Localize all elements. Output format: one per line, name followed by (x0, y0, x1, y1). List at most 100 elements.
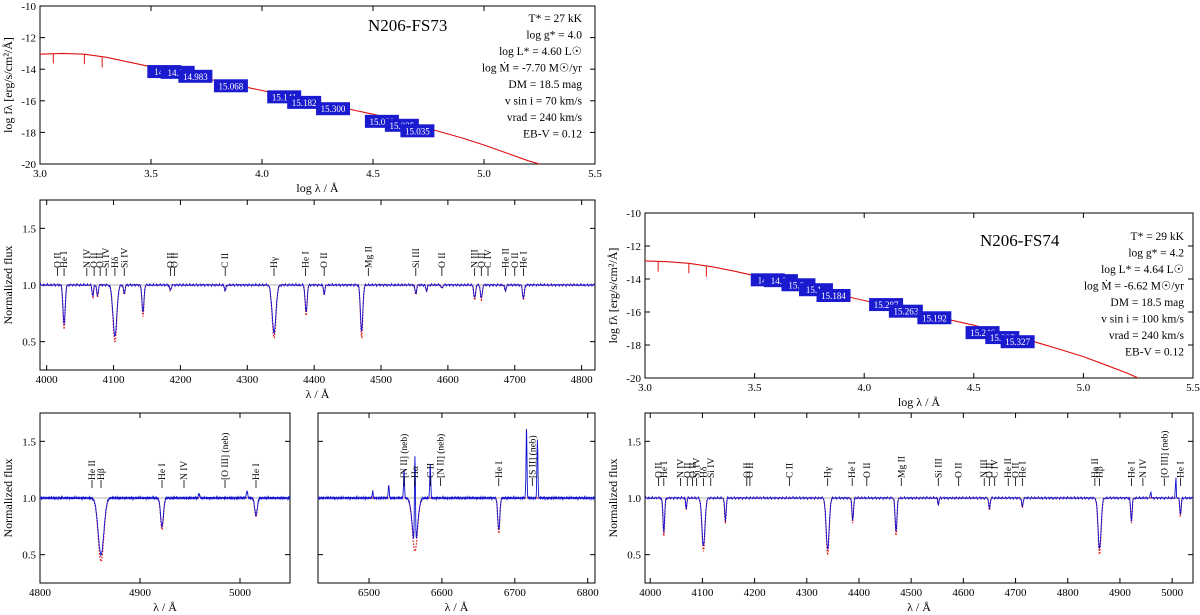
y-tick-label: -18 (21, 127, 36, 139)
line-id-label: [N II] (neb) (435, 434, 446, 478)
x-tick-label: 4900 (129, 587, 152, 599)
line-id-label: He II (88, 460, 98, 480)
photometry-marks: 14.9..14.9..15.0..15.1..15.18415.28715.2… (750, 273, 1035, 349)
y-tick-label: -20 (21, 159, 36, 171)
photometry-box (917, 311, 952, 325)
stellar-parameter: DM = 18.5 mag (508, 79, 582, 91)
x-axis-label: λ / Å (445, 600, 469, 614)
line-id-label: O II (955, 462, 965, 478)
y-axis-label: Normalized flux (1, 459, 15, 538)
line-id-label: He I (660, 461, 670, 478)
line-id-label: [O III] (neb) (1159, 431, 1170, 478)
line-id-label: O II (688, 462, 698, 478)
photometry-mag-label: 15.300 (321, 104, 346, 114)
x-tick-label: 3.0 (33, 168, 47, 180)
line-id-label: Si IV (707, 458, 717, 478)
x-tick-label: 4300 (796, 587, 819, 599)
x-tick-label: 5.0 (477, 168, 491, 180)
photometry-box (888, 304, 923, 318)
photometry-mag-label: 15.263 (893, 307, 918, 317)
x-tick-label: 4800 (571, 374, 594, 386)
photometry-box (178, 69, 213, 83)
photometry-mag-label: 15.1.. (806, 285, 826, 295)
star-name-title: N206-FS74 (980, 231, 1060, 250)
line-id-label: C IV (484, 249, 494, 268)
x-tick-label: 4200 (169, 374, 192, 386)
y-tick-label: -16 (21, 96, 36, 108)
line-id-label: O II (985, 462, 995, 478)
y-tick-label: 0.5 (22, 337, 36, 349)
stellar-parameter: v sin i = 70 km/s (505, 96, 583, 108)
sed-panel-fs73: 3.0 3.5 4.0 4.5 5.0 5.5 -10 -12 -14 -16 -18 -20 log … (1, 1, 602, 195)
x-tick-label: 5.0 (1077, 382, 1091, 394)
y-tick-label: -12 (21, 33, 36, 45)
photometry-mag-label: 15.055 (370, 117, 395, 127)
photometry-box (400, 124, 435, 138)
line-id-label: Si III (412, 248, 422, 268)
line-id-label: Si III (934, 458, 944, 478)
observed-spectrum-line (644, 477, 1194, 550)
x-axis-label: log λ / Å (898, 395, 940, 409)
photometry-box (316, 102, 351, 116)
line-id-label: Mg II (897, 456, 907, 478)
y-tick-label: -20 (626, 373, 641, 385)
line-id-label: Si IV (120, 248, 130, 268)
line-id-label: O II (655, 462, 665, 478)
line-id-label: O II (746, 462, 756, 478)
line-id-label: N IV (83, 249, 93, 268)
line-id-label: O II (743, 462, 753, 478)
y-tick-label: -14 (21, 64, 36, 76)
y-axis-label: log fλ [erg/s/cm²/Å] (606, 248, 620, 344)
photometry-mag-label: 15.035 (405, 126, 430, 136)
line-id-label: C II (426, 463, 436, 478)
star-name-title: N206-FS73 (368, 16, 447, 35)
y-tick-label: 1.5 (627, 436, 641, 448)
photometry-mag-label: 14.9.. (771, 276, 791, 286)
x-tick-label: 4100 (103, 374, 126, 386)
model-spectrum-line (318, 497, 595, 553)
observed-spectrum-line (39, 282, 596, 337)
model-spectrum-line (645, 497, 1193, 556)
x-tick-label: 4700 (1005, 587, 1028, 599)
x-tick-label: 6700 (504, 587, 527, 599)
line-id-label: N III (471, 249, 481, 268)
line-id-label: O II (90, 252, 100, 268)
y-axis-label: log fλ [erg/s/cm²/Å] (1, 37, 15, 133)
line-id-label: He I (158, 463, 168, 480)
stellar-parameter: vrad = 240 km/s (507, 112, 583, 124)
photometry-mag-label: 15.141 (272, 92, 297, 102)
line-id-label: He I (1018, 461, 1028, 478)
photometry-mag-label: 14.983 (183, 72, 208, 82)
photometry-marks: 14.9..14.9..14.98315.06815.14115.18215.3… (147, 65, 435, 138)
x-tick-label: 4.0 (255, 168, 269, 180)
line-id-label: Hγ (824, 467, 834, 478)
stellar-parameter: v sin i = 100 km/s (1101, 314, 1184, 326)
stellar-parameter: vrad = 240 km/s (1109, 330, 1185, 342)
line-id-label: Hβ (1096, 466, 1106, 478)
line-id-label: C II (221, 253, 231, 268)
line-id-label: He I (60, 251, 70, 268)
line-id-label: Hδ (699, 466, 709, 478)
stellar-parameter: log Ṁ = -7.70 M☉/yr (482, 61, 582, 75)
line-id-label: He I (301, 251, 311, 268)
line-id-label: He II (1004, 458, 1014, 478)
y-tick-label: 1.0 (627, 493, 641, 505)
stellar-parameter: log Ṁ = -6.62 M☉/yr (1084, 279, 1184, 293)
photometry-mag-label: 15.0.. (788, 280, 808, 290)
x-tick-label: 4500 (900, 587, 923, 599)
y-tick-label: -18 (626, 340, 641, 352)
y-axis-label: Normalized flux (606, 459, 620, 538)
line-id-label: O II (170, 252, 180, 268)
x-tick-label: 4900 (1109, 587, 1132, 599)
y-tick-label: 1.5 (22, 223, 36, 235)
x-tick-label: 4000 (36, 374, 59, 386)
line-id-label: N IV (1139, 459, 1149, 478)
y-axis-label: Normalized flux (1, 246, 15, 325)
x-tick-label: 4100 (691, 587, 714, 599)
model-spectrum-line (40, 497, 290, 562)
y-tick-label: -10 (626, 208, 641, 220)
x-tick-label: 4.5 (366, 168, 380, 180)
photometry-mag-label: 15.327 (1005, 337, 1030, 347)
line-id-label: [O III] (neb) (220, 433, 231, 480)
